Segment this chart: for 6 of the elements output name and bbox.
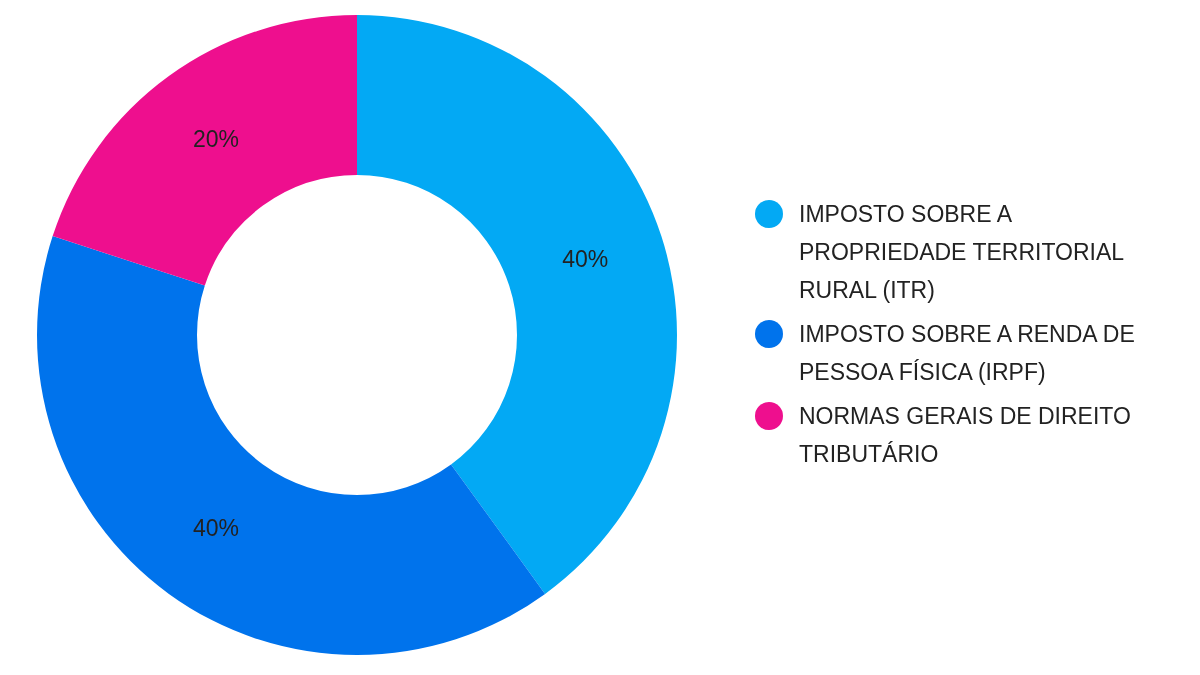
data-label: 40% xyxy=(562,246,609,273)
data-label: 40% xyxy=(192,514,239,541)
legend-label: NORMAS GERAIS DE DIREITO TRIBUTÁRIO xyxy=(799,402,1132,469)
data-label: 20% xyxy=(192,126,239,153)
legend-label: IMPOSTO SOBRE A RENDA DE PESSOA FÍSICA (IRPF) xyxy=(799,320,1136,387)
legend-label: IMPOSTO SOBRE A PROPRIEDADE TERRITORIAL RURAL (ITR) xyxy=(799,200,1125,305)
